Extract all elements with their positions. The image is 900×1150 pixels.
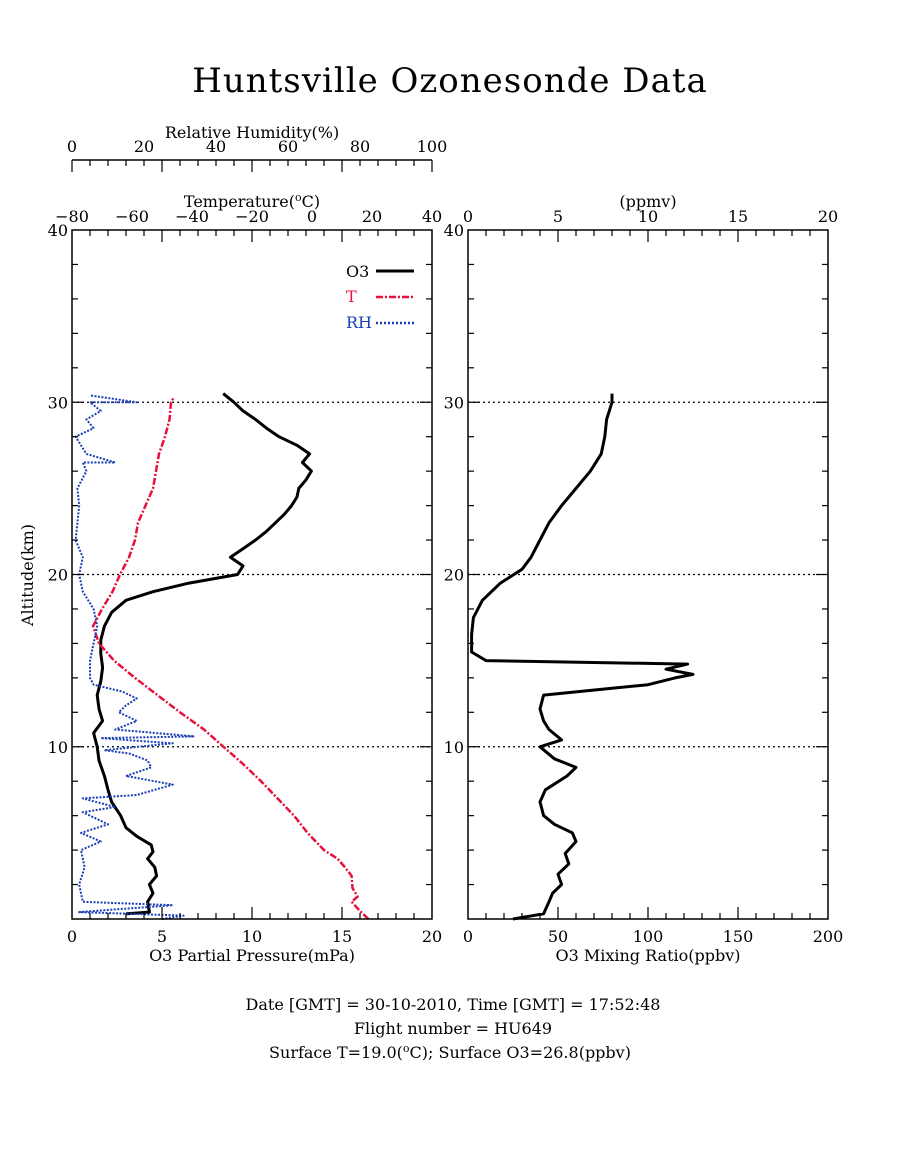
rh-axis-tick-labels: 0 20 40 60 80 100 xyxy=(67,137,447,156)
y-tick-label: 10 xyxy=(444,738,464,757)
y-tick-label: 30 xyxy=(444,393,464,412)
x-tick-label: 0 xyxy=(307,207,317,226)
legend-label-rh: RH xyxy=(346,313,372,332)
left-series-group xyxy=(74,392,370,920)
y-tick-label: 30 xyxy=(48,393,68,412)
right-grid-lines xyxy=(468,401,828,748)
x-tick-label: 10 xyxy=(242,927,262,946)
chart-title: Huntsville Ozonesonde Data xyxy=(192,61,708,101)
x-tick-label: 10 xyxy=(638,207,658,226)
x-tick-label: 200 xyxy=(813,927,844,946)
y-tick-label: 10 xyxy=(48,738,68,757)
o3-partial-pressure-line xyxy=(92,392,313,916)
legend-label-o3: O3 xyxy=(346,262,369,281)
o3-axis-tick-labels: 0 5 10 15 20 xyxy=(67,927,442,946)
x-tick-label: 20 xyxy=(134,137,154,156)
x-tick-label: 20 xyxy=(362,207,382,226)
footer: Date [GMT] = 30-10-2010, Time [GMT] = 17… xyxy=(246,995,661,1062)
left-panel: 10 20 30 40 0 5 10 15 20 −80 −60 −40 −20 0 20 40 0 20 4… xyxy=(18,123,447,965)
x-tick-label: 60 xyxy=(278,137,298,156)
rh-axis-ticks xyxy=(71,160,433,172)
ppmv-axis-title: (ppmv) xyxy=(619,192,676,211)
x-tick-label: 40 xyxy=(422,207,442,226)
y-tick-label: 20 xyxy=(48,566,68,585)
x-tick-label: 15 xyxy=(332,927,352,946)
footer-flight-number: Flight number = HU649 xyxy=(354,1019,552,1038)
x-tick-label: 0 xyxy=(67,137,77,156)
x-tick-label: 0 xyxy=(463,207,473,226)
y-tick-label: 40 xyxy=(48,221,68,240)
x-tick-label: 0 xyxy=(67,927,77,946)
footer-surface-values: Surface T=19.0(oC); Surface O3=26.8(ppbv… xyxy=(269,1042,631,1063)
rh-axis-title: Relative Humidity(%) xyxy=(165,123,339,142)
legend: O3 T RH xyxy=(346,262,414,332)
ppmv-axis-tick-labels: 0 5 10 15 20 xyxy=(463,207,838,226)
x-tick-label: 80 xyxy=(350,137,370,156)
right-panel: 10 20 30 40 0 50 100 150 200 0 5 10 15 20 (ppmv) O3… xyxy=(444,192,844,965)
y-tick-label: 40 xyxy=(444,221,464,240)
x-tick-label: −80 xyxy=(55,207,89,226)
x-tick-label: 150 xyxy=(723,927,754,946)
x-tick-label: 20 xyxy=(818,207,838,226)
right-frame-ticks xyxy=(468,230,828,919)
x-tick-label: 100 xyxy=(417,137,448,156)
right-y-tick-labels: 10 20 30 40 xyxy=(444,221,464,757)
x-tick-label: 5 xyxy=(157,927,167,946)
left-grid-lines xyxy=(72,401,432,748)
temperature-line xyxy=(91,396,370,920)
x-tick-label: −60 xyxy=(115,207,149,226)
mixing-ratio-axis-title: O3 Mixing Ratio(ppbv) xyxy=(555,946,740,965)
left-y-tick-labels: 10 20 30 40 xyxy=(48,221,68,757)
o3-mixing-ratio-line xyxy=(470,393,695,921)
mixing-ratio-axis-tick-labels: 0 50 100 150 200 xyxy=(463,927,843,946)
x-tick-label: 40 xyxy=(206,137,226,156)
x-tick-label: 100 xyxy=(633,927,664,946)
x-tick-label: −20 xyxy=(235,207,269,226)
x-tick-label: 5 xyxy=(553,207,563,226)
x-tick-label: 50 xyxy=(548,927,568,946)
temperature-axis-tick-labels: −80 −60 −40 −20 0 20 40 xyxy=(55,207,442,226)
x-tick-label: 0 xyxy=(463,927,473,946)
x-tick-label: −40 xyxy=(175,207,209,226)
temperature-axis-title: Temperature(oC) xyxy=(184,191,320,212)
right-series-group xyxy=(470,393,695,921)
x-tick-label: 20 xyxy=(422,927,442,946)
left-frame-ticks xyxy=(72,230,432,919)
footer-date-time: Date [GMT] = 30-10-2010, Time [GMT] = 17… xyxy=(246,995,661,1014)
relative-humidity-line xyxy=(74,394,196,920)
y-tick-label: 20 xyxy=(444,566,464,585)
altitude-axis-title: Altitude(km) xyxy=(18,524,37,627)
legend-label-t: T xyxy=(346,287,357,306)
x-tick-label: 15 xyxy=(728,207,748,226)
o3-partial-pressure-axis-title: O3 Partial Pressure(mPa) xyxy=(149,946,355,965)
